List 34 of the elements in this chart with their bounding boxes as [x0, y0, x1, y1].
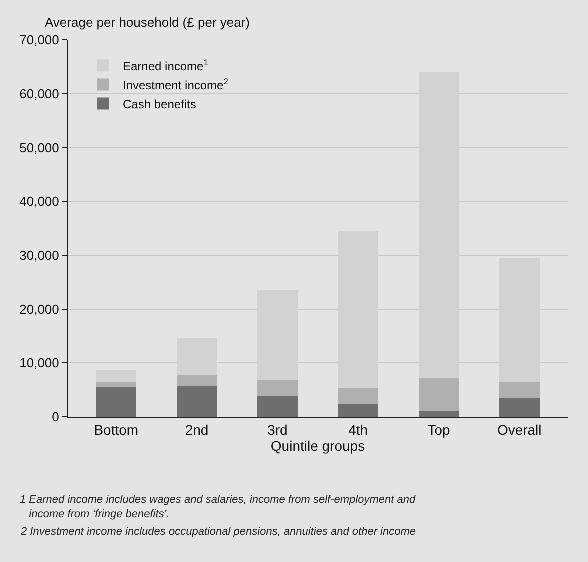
legend-label: Cash benefits [123, 97, 196, 112]
y-tick-label: 20,000 [20, 302, 60, 317]
x-tick-label: 4th [348, 422, 368, 438]
bar [96, 382, 137, 388]
x-tick-label: Overall [497, 422, 542, 438]
text: 2 Investment income includes occupational pensions, annuities and other income [20, 526, 416, 538]
bar [418, 412, 460, 417]
bar [258, 380, 298, 396]
bar [176, 376, 218, 386]
bar [499, 382, 540, 398]
y-tick-label: 40,000 [20, 194, 60, 210]
bar [499, 398, 540, 417]
bar [176, 386, 218, 417]
bar [418, 378, 460, 412]
y-tick-label: 30,000 [20, 248, 60, 263]
text: 1 Earned income includes wages and salaries, income from self-employment and income from ‘fringe benefits’. [20, 494, 416, 520]
x-tick-label: 3rd [268, 422, 288, 438]
bar [96, 387, 137, 417]
bar [96, 370, 137, 383]
y-tick-label: 60,000 [20, 86, 60, 102]
legend-label: Earned income$^{1}$ [123, 57, 209, 74]
x-tick-label: Bottom [94, 422, 139, 438]
x-tick-label: 2nd [185, 422, 209, 438]
x-tick-label: Top [428, 422, 450, 438]
y-tick-label: 70,000 [20, 32, 60, 48]
y-axis-title: Average per household (£ per year) [45, 15, 250, 30]
x-axis-title: Quintile groups [270, 438, 366, 454]
y-tick-label: 0 [52, 410, 60, 425]
y-tick-label: 10,000 [20, 356, 60, 371]
bar [338, 388, 378, 405]
bar [258, 396, 298, 417]
y-tick-label: 50,000 [20, 140, 60, 156]
legend-label: Investment income$^{2}$ [123, 76, 229, 92]
bar [338, 404, 378, 417]
